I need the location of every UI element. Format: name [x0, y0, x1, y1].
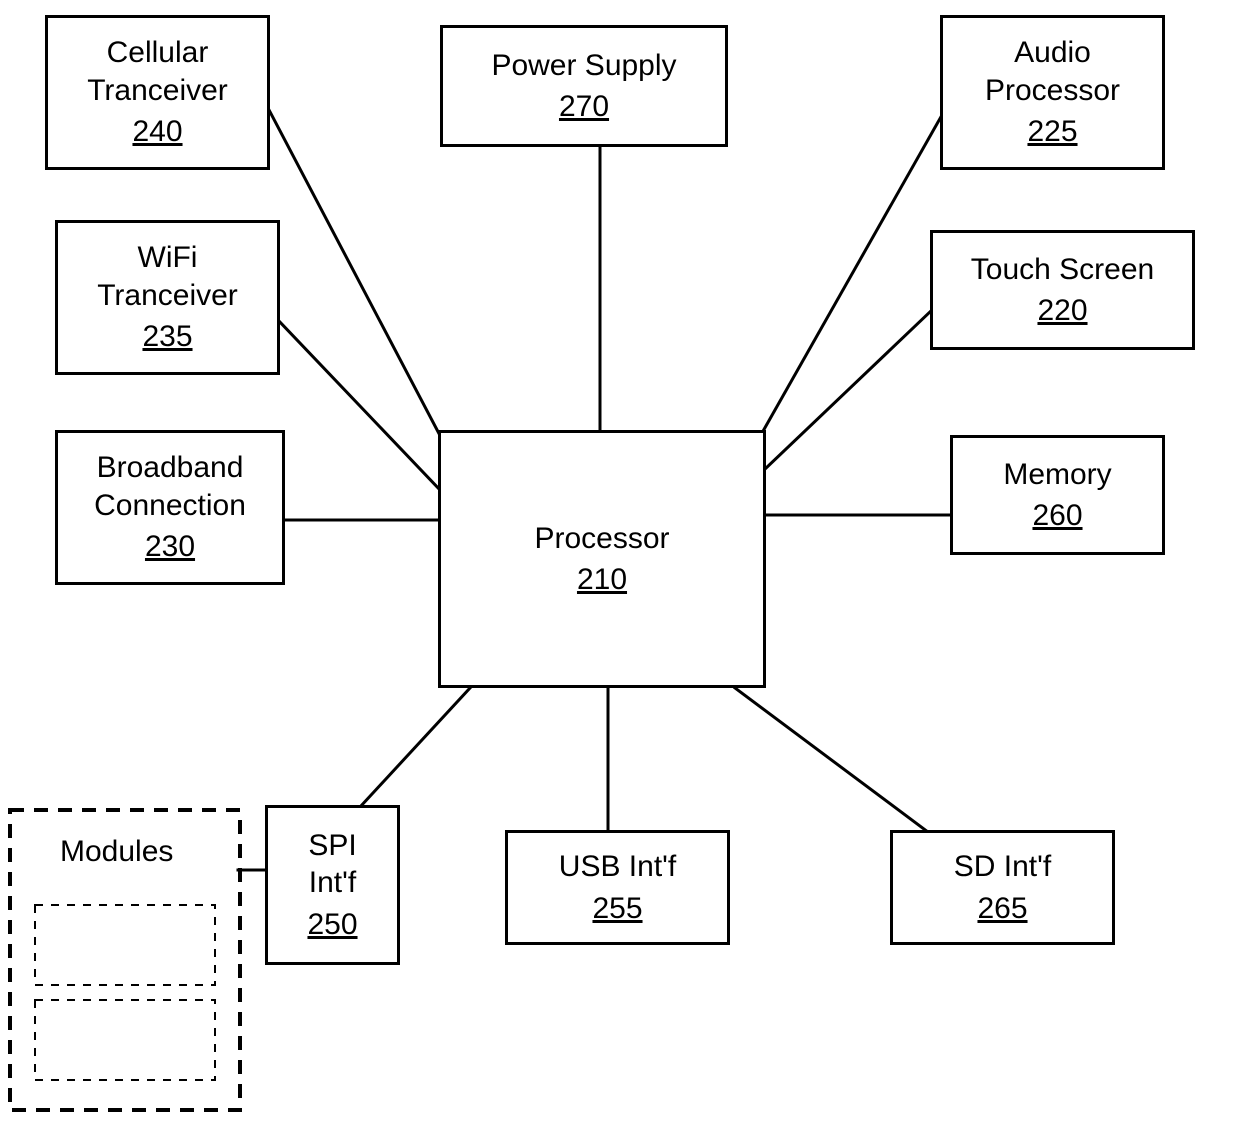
node-power-ref: 270 [559, 88, 609, 126]
node-memory: Memory260 [950, 435, 1165, 555]
node-power: Power Supply270 [440, 25, 728, 147]
node-audio-ref: 225 [1027, 113, 1077, 151]
node-memory-label: Memory [1003, 456, 1111, 494]
modules-label: Modules [60, 835, 173, 869]
node-spi: SPI Int'f 250 [265, 805, 400, 965]
node-broadband: Broadband Connection 230 [55, 430, 285, 585]
node-cellular: Cellular Tranceiver 240 [45, 15, 270, 170]
node-processor: Processor210 [438, 430, 766, 688]
node-sd: SD Int'f 265 [890, 830, 1115, 945]
block-diagram: Processor210 Power Supply270 Cellular Tran… [0, 0, 1240, 1127]
node-audio: Audio Processor 225 [940, 15, 1165, 170]
node-processor-ref: 210 [577, 561, 627, 599]
node-touch-ref: 220 [1037, 292, 1087, 330]
node-touch: Touch Screen220 [930, 230, 1195, 350]
node-wifi-label: WiFi Tranceiver [97, 239, 238, 314]
node-sd-label: SD Int'f [954, 848, 1051, 886]
node-wifi: WiFi Tranceiver 235 [55, 220, 280, 375]
node-audio-label: Audio Processor [985, 34, 1120, 109]
node-power-label: Power Supply [491, 47, 676, 85]
node-spi-label: SPI Int'f [308, 827, 356, 902]
node-wifi-ref: 235 [142, 318, 192, 356]
node-usb-ref: 255 [592, 890, 642, 928]
node-cellular-ref: 240 [132, 113, 182, 151]
node-touch-label: Touch Screen [971, 251, 1154, 289]
node-broadband-label: Broadband Connection [94, 449, 246, 524]
node-spi-ref: 250 [307, 906, 357, 944]
node-sd-ref: 265 [977, 890, 1027, 928]
node-processor-label: Processor [534, 520, 669, 558]
node-memory-ref: 260 [1032, 497, 1082, 535]
node-usb-label: USB Int'f [559, 848, 676, 886]
node-usb: USB Int'f 255 [505, 830, 730, 945]
node-broadband-ref: 230 [145, 528, 195, 566]
node-cellular-label: Cellular Tranceiver [87, 34, 228, 109]
